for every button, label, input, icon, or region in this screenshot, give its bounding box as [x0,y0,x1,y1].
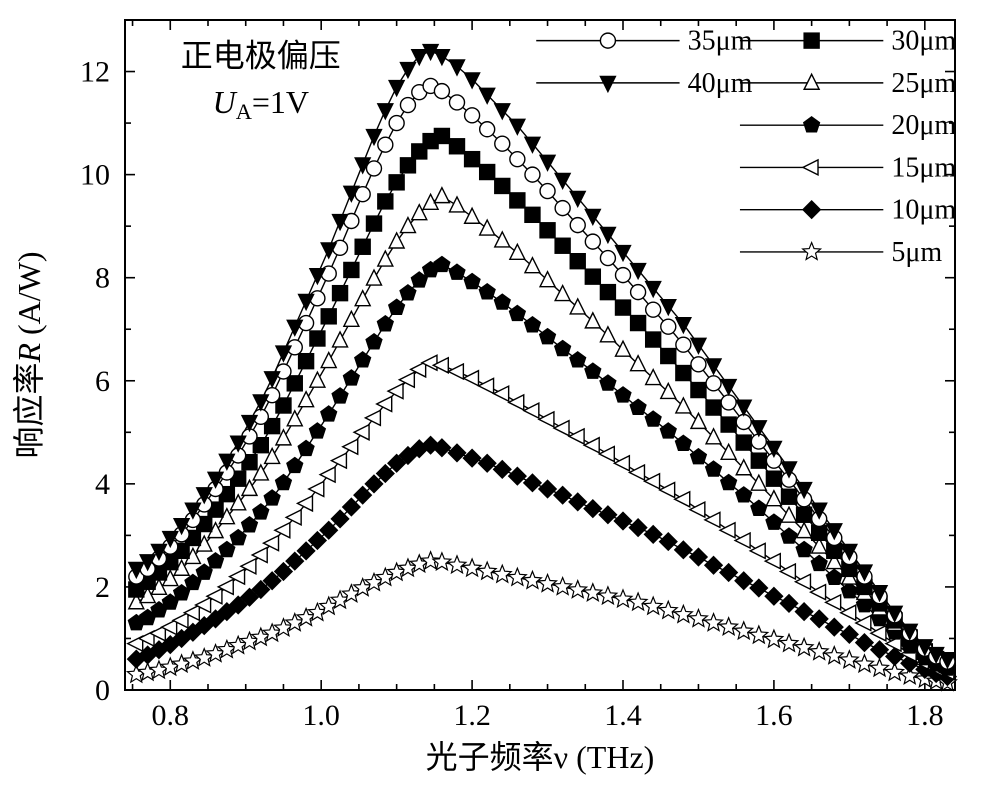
svg-text:8: 8 [95,262,110,295]
svg-text:响应率R (A/W): 响应率R (A/W) [11,251,47,458]
svg-text:1.6: 1.6 [755,699,793,732]
svg-text:15μm: 15μm [891,152,956,183]
svg-text:1.2: 1.2 [453,699,491,732]
svg-text:UA=1V: UA=1V [213,84,309,124]
chart-container: 0.8 1.0 1.2 1.4 1.6 1.8 0 2 4 6 8 10 12 光子频率ν (THz) 响应… [0,0,1000,790]
svg-text:1.0: 1.0 [302,699,340,732]
svg-text:4: 4 [95,468,110,501]
svg-text:正电极偏压: 正电极偏压 [181,37,341,73]
svg-text:6: 6 [95,365,110,398]
svg-text:25μm: 25μm [891,68,956,99]
svg-text:1.4: 1.4 [604,699,642,732]
svg-text:30μm: 30μm [891,26,956,57]
svg-text:0: 0 [95,674,110,707]
svg-text:1.8: 1.8 [906,699,944,732]
svg-text:12: 12 [80,56,110,89]
svg-text:20μm: 20μm [891,110,956,141]
svg-text:0.8: 0.8 [152,699,190,732]
svg-text:光子频率ν (THz): 光子频率ν (THz) [426,739,655,775]
chart-svg: 0.8 1.0 1.2 1.4 1.6 1.8 0 2 4 6 8 10 12 光子频率ν (THz) 响应… [0,0,1000,790]
svg-text:10: 10 [80,159,110,192]
svg-text:10μm: 10μm [891,195,956,226]
svg-text:2: 2 [95,571,110,604]
svg-text:5μm: 5μm [891,237,942,268]
